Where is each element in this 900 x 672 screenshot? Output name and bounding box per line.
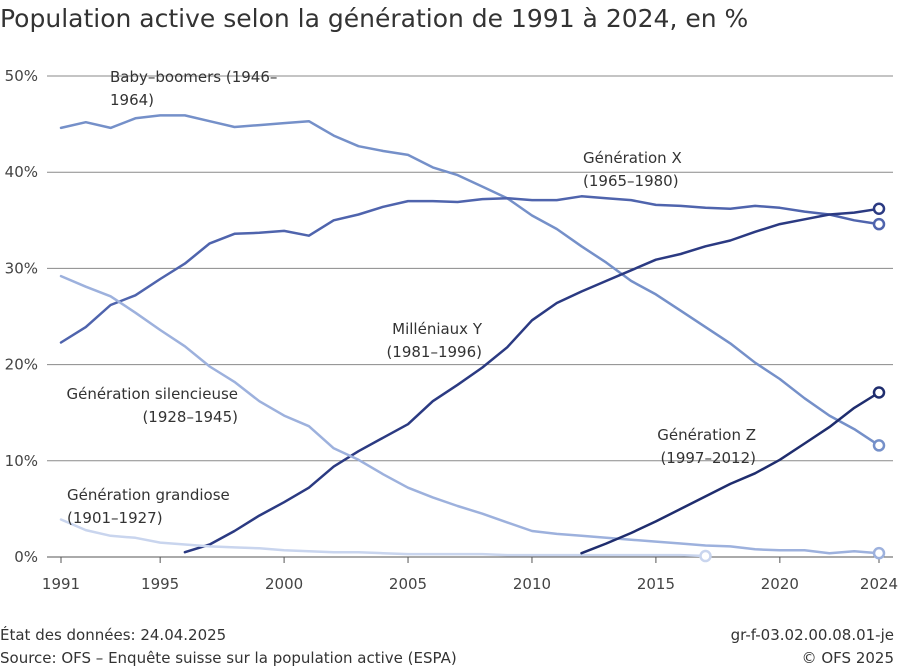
source-note: Source: OFS – Enquête suisse sur la popu… <box>0 649 457 667</box>
generation-x-end-marker <box>872 217 886 231</box>
millennials-y-line <box>183 207 881 554</box>
silent-generation-end-marker <box>872 546 886 560</box>
y-tick-label: 20% <box>5 356 38 374</box>
series-labels: Baby–boomers (1946– 1964) Génération X (196… <box>66 68 756 527</box>
x-tick-label: 1995 <box>141 575 179 593</box>
baby-boomers-label: Baby–boomers (1946– <box>110 68 277 86</box>
generation-x-label: (1965–1980) <box>583 172 679 190</box>
y-tick-label: 30% <box>5 259 38 277</box>
greatest-generation-label: (1901–1927) <box>67 509 163 527</box>
generation-z-end-marker <box>872 386 886 399</box>
y-tick-label: 50% <box>5 67 38 85</box>
generation-z-label: (1997–2012) <box>660 449 756 467</box>
chart-title: Population active selon la génération de… <box>0 4 749 33</box>
x-axis: 1991 1995 2000 2005 2010 2015 2020 2024 <box>42 557 898 593</box>
silent-generation-label: (1928–1945) <box>142 408 238 426</box>
generation-z-line <box>580 391 881 555</box>
copyright-note: © OFS 2025 <box>801 649 894 667</box>
x-tick-label: 2015 <box>637 575 675 593</box>
x-tick-label: 2010 <box>513 575 551 593</box>
baby-boomers-line <box>59 114 881 447</box>
x-tick-label: 1991 <box>42 575 80 593</box>
x-tick-label: 2024 <box>860 575 898 593</box>
x-tick-label: 2005 <box>389 575 427 593</box>
baby-boomers-label: 1964) <box>110 91 154 109</box>
greatest-generation-line <box>59 518 707 558</box>
silent-generation-label: Génération silencieuse <box>66 385 238 403</box>
millennials-y-label: Milléniaux Y <box>392 320 483 338</box>
chart-grid <box>47 75 893 558</box>
y-axis: 0% 10% 20% 30% 40% 50% <box>5 67 38 566</box>
line-chart: 0% 10% 20% 30% 40% 50% 1991 1995 2000 2005 2010 20… <box>5 67 898 593</box>
silent-generation-line <box>59 274 881 555</box>
generation-x-label: Génération X <box>583 149 682 167</box>
series-lines <box>59 114 886 563</box>
generation-z-label: Génération Z <box>657 426 756 444</box>
generation-x-line <box>59 195 881 344</box>
millennials-y-label: (1981–1996) <box>386 343 482 361</box>
baby-boomers-end-marker <box>872 439 886 452</box>
data-date-note: État des données: 24.04.2025 <box>0 626 227 644</box>
y-tick-label: 10% <box>5 452 38 470</box>
y-tick-label: 40% <box>5 163 38 181</box>
x-tick-label: 2020 <box>761 575 799 593</box>
greatest-generation-label: Génération grandiose <box>67 486 230 504</box>
x-tick-label: 2000 <box>265 575 303 593</box>
y-tick-label: 0% <box>14 548 38 566</box>
millennials-y-end-marker <box>872 202 886 216</box>
greatest-generation-end-marker <box>699 549 712 563</box>
graphic-code: gr-f-03.02.00.08.01-je <box>730 626 894 644</box>
